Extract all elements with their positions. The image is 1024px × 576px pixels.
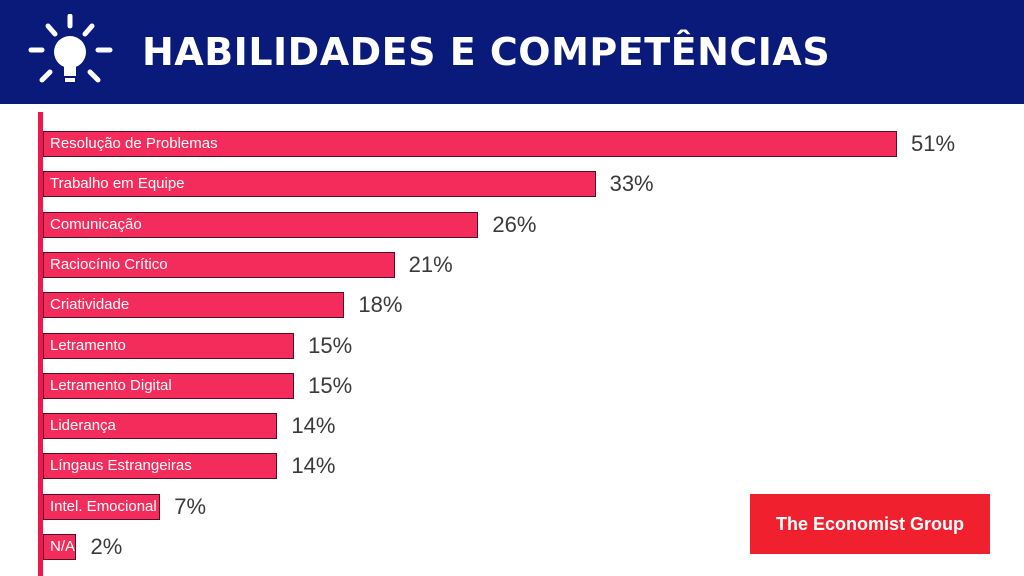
bar-category-label: Resolução de Problemas: [50, 135, 218, 152]
bar: [43, 251, 395, 278]
bar: [43, 534, 77, 560]
bar-value-label: 51%: [911, 131, 956, 156]
bar: [43, 453, 278, 480]
bar: [43, 493, 161, 520]
bar-category-label: Comunicação: [50, 215, 142, 233]
bar-value-label: 15%: [308, 332, 353, 358]
bar-chart: Resolução de Problemas 51% Trabalho em Equ…: [0, 104, 1024, 576]
bar-value-label: 14%: [291, 413, 336, 439]
bar: [43, 413, 278, 440]
economist-group-logo: The Economist Group: [750, 494, 990, 554]
bar-category-label: Letramento: [50, 336, 126, 354]
bar-category-label: Letramento Digital: [50, 376, 172, 394]
bar: [43, 292, 345, 319]
header-banner: HABILIDADES E COMPETÊNCIAS: [0, 0, 1024, 104]
lightbulb-icon: [28, 14, 113, 83]
bar-category-label: Liderança: [50, 417, 116, 435]
bar-value-label: 2%: [90, 534, 123, 559]
bar-value-label: 26%: [492, 211, 537, 237]
bar-value-label: 33%: [609, 171, 654, 197]
bar: [43, 131, 897, 157]
bar-category-label: Língaus Estrangeiras: [50, 457, 192, 475]
bar-category-label: Criatividade: [50, 296, 130, 314]
bar: [43, 211, 479, 238]
bar: [43, 372, 295, 399]
bar-value-label: 15%: [308, 372, 353, 398]
chart-axis-line: [38, 112, 43, 576]
bar: [43, 332, 295, 359]
bar-category-label: Trabalho em Equipe: [50, 175, 185, 193]
bar-category-label: N/A: [50, 538, 76, 555]
bar-value-label: 18%: [358, 292, 403, 318]
bar-category-label: Raciocínio Crítico: [50, 255, 168, 273]
bar: [43, 171, 596, 198]
bar-value-label: 7%: [174, 493, 206, 519]
page-title: HABILIDADES E COMPETÊNCIAS: [142, 30, 831, 74]
bar-value-label: 14%: [291, 453, 336, 479]
bar-category-label: Intel. Emocional: [50, 497, 157, 515]
bar-value-label: 21%: [408, 251, 453, 277]
